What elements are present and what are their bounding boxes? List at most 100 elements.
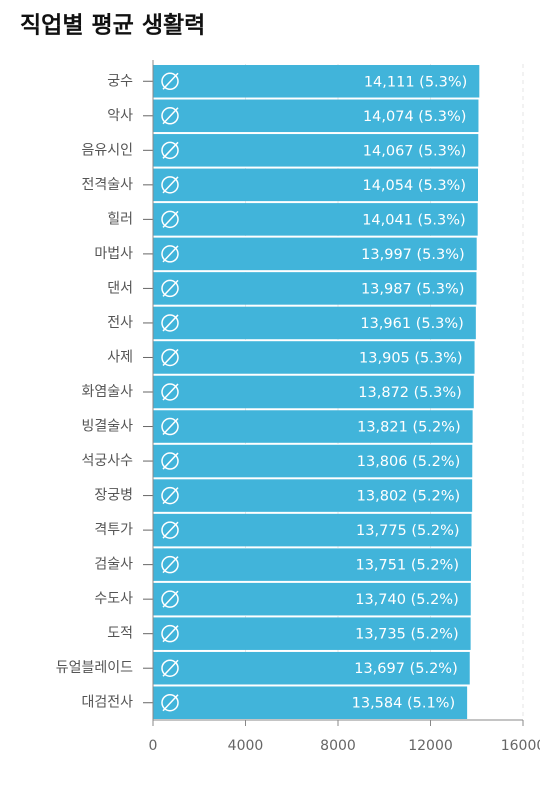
bar xyxy=(153,686,468,719)
bar-icon xyxy=(161,521,179,539)
bar xyxy=(153,237,477,271)
bar xyxy=(153,134,479,167)
bar-icon xyxy=(162,590,179,608)
value-label: 13,584 (5.1%) xyxy=(352,696,456,712)
bar-icon xyxy=(162,521,179,539)
bar-icon xyxy=(162,556,179,574)
x-tick-label: 8000 xyxy=(320,738,356,754)
y-tick-label: 악사 xyxy=(107,108,133,124)
bar-icon xyxy=(162,418,179,436)
y-tick-label: 궁수 xyxy=(107,73,133,89)
value-label: 13,806 (5.2%) xyxy=(357,454,461,470)
bar-icon xyxy=(162,176,179,194)
bar-icon xyxy=(161,210,179,229)
value-label: 14,067 (5.3%) xyxy=(363,143,467,159)
bar xyxy=(153,651,470,685)
x-tick-label: 0 xyxy=(149,738,158,754)
bar-icon xyxy=(162,694,179,712)
bar xyxy=(153,168,478,202)
bar xyxy=(153,203,478,236)
y-tick-label: 검술사 xyxy=(94,557,133,573)
y-tick-label: 장궁병 xyxy=(94,488,133,504)
y-tick-label: 힐러 xyxy=(107,211,133,227)
value-label: 13,740 (5.2%) xyxy=(355,592,459,608)
bar-icon xyxy=(162,141,179,159)
y-tick-label: 대검전사 xyxy=(81,695,133,711)
bar-icon xyxy=(161,107,179,125)
bar-icon xyxy=(162,487,179,505)
y-tick-label: 도적 xyxy=(107,626,133,642)
x-tick-label: 16000 xyxy=(501,738,540,754)
bar-icon xyxy=(162,72,179,90)
bar-icon xyxy=(161,417,179,436)
bar xyxy=(153,306,476,340)
bar-icon xyxy=(161,279,179,298)
bar-icon xyxy=(162,107,179,125)
bar xyxy=(153,65,480,98)
bar xyxy=(153,272,477,305)
x-tick-label: 4000 xyxy=(228,738,264,754)
bar-icon xyxy=(162,210,179,228)
y-tick-label: 사제 xyxy=(107,349,133,365)
bar-icon xyxy=(162,659,179,677)
bar xyxy=(153,617,471,650)
value-label: 14,074 (5.3%) xyxy=(363,109,467,125)
chart-title: 직업별 평균 생활력 xyxy=(20,13,205,39)
y-tick-label: 석궁사수 xyxy=(81,453,133,469)
bar xyxy=(153,410,473,443)
bar-icon xyxy=(161,348,179,367)
x-tick-label: 12000 xyxy=(408,738,453,754)
value-label: 13,821 (5.2%) xyxy=(357,420,461,436)
value-label: 13,961 (5.3%) xyxy=(360,316,464,332)
value-label: 13,735 (5.2%) xyxy=(355,627,459,643)
bar-icon xyxy=(161,486,179,505)
value-label: 14,054 (5.3%) xyxy=(362,178,466,194)
y-tick-label: 전격술사 xyxy=(81,177,133,193)
bar-icon xyxy=(161,176,179,194)
value-label: 13,697 (5.2%) xyxy=(354,661,458,677)
bar-icon xyxy=(162,383,179,401)
bar-icon xyxy=(161,72,179,91)
value-label: 14,041 (5.3%) xyxy=(362,212,466,228)
bar-icon xyxy=(162,452,179,470)
bar-icon xyxy=(161,141,179,160)
y-tick-label: 듀얼블레이드 xyxy=(56,660,133,676)
bar xyxy=(153,375,474,409)
value-label: 13,987 (5.3%) xyxy=(361,281,465,297)
bar-icon xyxy=(162,245,179,263)
bar-icon xyxy=(161,314,179,332)
bar-icon xyxy=(161,624,179,643)
value-label: 13,872 (5.3%) xyxy=(358,385,462,401)
value-label: 13,997 (5.3%) xyxy=(361,247,465,263)
bar-icon xyxy=(162,625,179,643)
bar xyxy=(153,513,472,547)
y-tick-label: 빙결술사 xyxy=(81,419,133,435)
value-label: 13,775 (5.2%) xyxy=(356,523,460,539)
bar-icon xyxy=(161,693,179,712)
value-label: 13,751 (5.2%) xyxy=(355,558,459,574)
y-tick-label: 수도사 xyxy=(94,591,133,607)
bar xyxy=(153,444,473,478)
y-tick-label: 마법사 xyxy=(94,246,133,262)
bar xyxy=(153,548,471,581)
bar-icon xyxy=(161,245,179,263)
bar xyxy=(153,479,473,512)
y-tick-label: 격투가 xyxy=(94,522,133,538)
value-label: 14,111 (5.3%) xyxy=(364,74,468,90)
bar-icon xyxy=(161,659,179,677)
y-tick-label: 댄서 xyxy=(107,280,133,296)
bar-icon xyxy=(162,314,179,332)
bar xyxy=(153,341,475,374)
bar-icon xyxy=(161,452,179,470)
bar-icon xyxy=(162,279,179,297)
bar xyxy=(153,582,471,616)
bar-icon xyxy=(161,383,179,401)
bar-icon xyxy=(161,555,179,574)
y-tick-label: 전사 xyxy=(107,315,133,331)
y-tick-label: 화염술사 xyxy=(81,384,133,400)
y-tick-label: 음유시인 xyxy=(81,142,133,158)
bar-icon xyxy=(162,348,179,366)
value-label: 13,802 (5.2%) xyxy=(357,489,461,505)
bar xyxy=(153,99,479,133)
